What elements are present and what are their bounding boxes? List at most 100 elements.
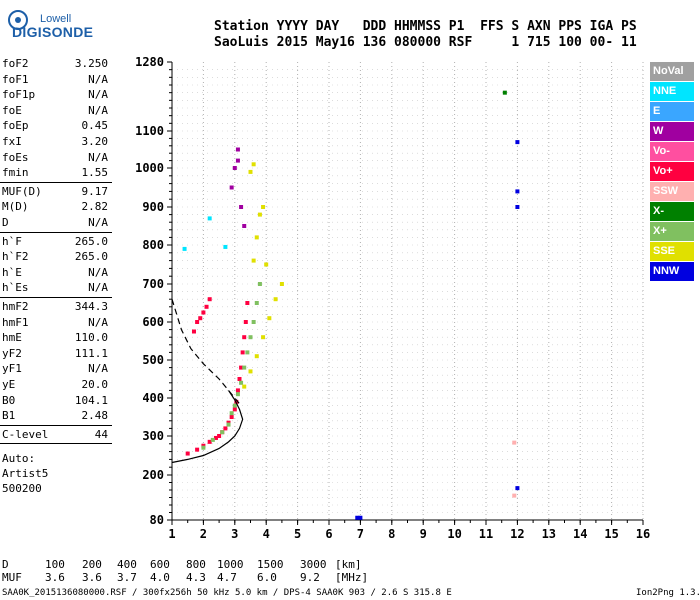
echo-point-vo- bbox=[195, 320, 200, 324]
param-value: 3.250 bbox=[74, 57, 108, 70]
param-label: foF1p bbox=[2, 88, 36, 102]
echo-point-vo- bbox=[229, 415, 234, 419]
param-label: yF2 bbox=[2, 346, 22, 360]
param-value: 0.45 bbox=[81, 119, 109, 133]
echo-point-nnw bbox=[515, 205, 520, 209]
footer-value: [MHz] bbox=[335, 571, 369, 584]
echo-point-vo- bbox=[240, 350, 245, 355]
x-tick-label: 13 bbox=[542, 527, 556, 541]
echo-point-sse bbox=[279, 282, 284, 286]
param-value: 1.55 bbox=[81, 166, 109, 180]
param-value: N/A bbox=[88, 315, 108, 329]
echo-point-w bbox=[232, 166, 237, 170]
y-tick-label: 700 bbox=[142, 277, 164, 291]
param-divider bbox=[0, 181, 112, 183]
echo-point-x- bbox=[201, 445, 206, 450]
param-divider bbox=[0, 424, 112, 426]
param-label: foE bbox=[2, 103, 22, 117]
footer-value: 3.6 bbox=[82, 571, 102, 584]
x-tick-label: 16 bbox=[636, 527, 650, 541]
x-tick-label: 3 bbox=[231, 527, 238, 541]
echo-point-vo- bbox=[232, 407, 237, 412]
footer-value: 3000 bbox=[300, 558, 327, 571]
echo-point-nnw bbox=[515, 140, 520, 145]
param-value: N/A bbox=[88, 103, 108, 117]
echo-point-vo- bbox=[223, 426, 228, 431]
echo-point-vo- bbox=[185, 451, 190, 456]
footer-value: 1500 bbox=[257, 558, 284, 571]
param-value: 265.0 bbox=[74, 250, 108, 264]
x-tick-label: 5 bbox=[294, 527, 301, 541]
footer-value: 4.0 bbox=[150, 571, 170, 584]
digisonde-logo-icon bbox=[6, 8, 30, 32]
param-label: MUF(D) bbox=[2, 184, 42, 198]
auto-text: 500200 bbox=[2, 482, 42, 496]
footer-value: 800 bbox=[186, 558, 206, 571]
param-label: foF1 bbox=[2, 72, 29, 86]
param-label: h`E bbox=[2, 265, 22, 279]
x-tick-label: 2 bbox=[200, 527, 207, 541]
auto-line1: Auto: bbox=[0, 451, 112, 466]
echo-point-vo- bbox=[245, 301, 250, 305]
echo-point-x- bbox=[210, 437, 215, 442]
version-label: Ion2Png 1.3.17 bbox=[636, 588, 700, 598]
echo-point-x- bbox=[220, 430, 225, 435]
echo-point-w bbox=[235, 158, 240, 163]
echo-point-x- bbox=[229, 411, 234, 416]
auto-line3: 500200 bbox=[0, 481, 112, 496]
echo-point-x- bbox=[257, 282, 262, 286]
legend-item-e: E bbox=[650, 102, 694, 121]
echo-point-ssw bbox=[512, 493, 517, 498]
legend-item-nnw: NNW bbox=[650, 262, 694, 281]
param-value: 110.0 bbox=[74, 331, 108, 345]
footer-value: 600 bbox=[150, 558, 170, 571]
param-row-h-es: h`Es N/A bbox=[0, 280, 112, 295]
param-value: 265.0 bbox=[74, 234, 108, 248]
echo-point-x- bbox=[248, 335, 253, 340]
y-tick-label: 1100 bbox=[135, 124, 164, 138]
echo-point-x- bbox=[254, 301, 259, 305]
echo-point-w bbox=[235, 147, 240, 152]
param-row-foe: foE N/A bbox=[0, 103, 112, 118]
echo-point-vo- bbox=[198, 316, 203, 321]
param-label: yE bbox=[2, 378, 16, 391]
footer-value: 400 bbox=[117, 558, 137, 571]
y-tick-label: 600 bbox=[142, 315, 164, 329]
param-value: 111.1 bbox=[74, 346, 108, 360]
param-value: N/A bbox=[88, 362, 108, 376]
y-tick-label: 500 bbox=[142, 353, 164, 367]
echo-point-vo- bbox=[243, 320, 248, 324]
muf-curve bbox=[171, 299, 242, 406]
x-tick-label: 10 bbox=[447, 527, 461, 541]
param-value: 3.20 bbox=[81, 135, 109, 148]
param-row-ye: yE 20.0 bbox=[0, 377, 112, 392]
y-tick-label: 900 bbox=[142, 200, 164, 214]
param-label: foEp bbox=[2, 119, 29, 133]
param-value: 344.3 bbox=[74, 300, 108, 313]
param-row-d: D N/A bbox=[0, 215, 112, 230]
param-value: N/A bbox=[88, 72, 108, 86]
echo-point-sse bbox=[267, 316, 272, 321]
param-row-h-e: h`E N/A bbox=[0, 265, 112, 280]
x-tick-label: 6 bbox=[325, 527, 332, 541]
param-row-c-level: C-level 44 bbox=[0, 427, 112, 442]
param-label: hmF2 bbox=[2, 300, 29, 313]
param-row-fof2: foF2 3.250 bbox=[0, 56, 112, 71]
echo-point-sse bbox=[251, 162, 256, 167]
echo-point-x- bbox=[242, 365, 247, 370]
param-divider bbox=[0, 297, 112, 298]
x-tick-label: 8 bbox=[388, 527, 395, 541]
echo-point-vo- bbox=[191, 329, 196, 334]
echo-point-nne bbox=[182, 246, 187, 251]
param-row-yf1: yF1 N/A bbox=[0, 361, 112, 376]
param-row-hme: hmE 110.0 bbox=[0, 330, 112, 345]
x-tick-label: 7 bbox=[357, 527, 364, 541]
footer-value: 9.2 bbox=[300, 571, 320, 584]
param-label: h`F bbox=[2, 234, 22, 248]
param-label: D bbox=[2, 216, 9, 229]
echo-point-vo- bbox=[207, 297, 212, 302]
echo-point-x- bbox=[239, 380, 244, 385]
echo-point-sse bbox=[261, 335, 266, 340]
param-value: N/A bbox=[88, 281, 108, 295]
param-label: h`F2 bbox=[2, 250, 29, 264]
